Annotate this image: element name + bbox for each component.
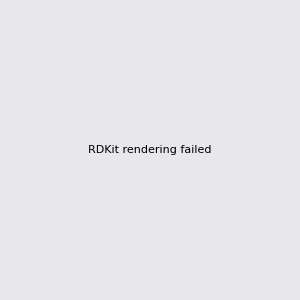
Text: RDKit rendering failed: RDKit rendering failed [88,145,212,155]
